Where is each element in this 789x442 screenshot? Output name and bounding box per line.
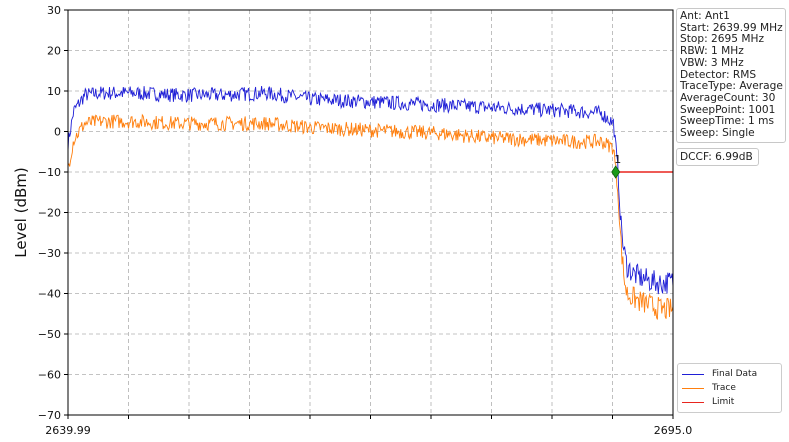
dccf-readout: DCCF: 6.99dB [676,148,759,166]
marker-diamond [611,165,621,179]
info-line-averagecount: AverageCount: 30 [680,91,776,104]
y-tick-label: 10 [47,85,61,98]
info-line-tracetype: TraceType: Average [680,80,783,93]
y-tick-label: −50 [38,328,61,341]
y-tick-label: 20 [47,45,61,58]
legend-label-final-data: Final Data [712,369,758,379]
series-layer [67,85,674,320]
grid [68,9,673,416]
info-line-sweeppoint: SweepPoint: 1001 [680,103,776,116]
info-line-sweeptime: SweepTime: 1 ms [680,115,774,128]
marker-label: 1 [614,153,621,166]
legend-item-final-data: Final Data [682,367,777,381]
x-axis: 2639.99 2695.0 [45,415,692,437]
y-tick-label: 0 [54,126,61,139]
series-line-final-data [67,85,674,295]
x-tick-label-end: 2695.0 [654,424,693,437]
info-line-vbw: VBW: 3 MHz [680,56,744,69]
y-tick-label: −30 [38,247,61,260]
info-line-rbw: RBW: 1 MHz [680,45,744,58]
x-tick-label-start: 2639.99 [45,424,91,437]
y-tick-label: −10 [38,166,61,179]
y-tick-label: −40 [38,288,61,301]
info-line-stop: Stop: 2695 MHz [680,33,765,46]
y-tick-label: 30 [47,4,61,17]
legend-label-limit: Limit [712,397,735,407]
info-line-sweep: Sweep: Single [680,127,755,140]
legend-label-trace: Trace [712,383,736,393]
info-line-detector: Detector: RMS [680,68,757,81]
info-line-ant: Ant: Ant1 [680,10,730,22]
series-line-trace [67,113,674,320]
y-axis-label: Level (dBm) [12,167,30,258]
legend-swatch-trace [682,387,704,389]
measurement-info-panel: Ant: Ant1 Start: 2639.99 MHz Stop: 2695 … [676,8,786,143]
y-tick-label: −70 [38,409,61,422]
legend-swatch-final-data [682,373,704,375]
marker-layer: 1 [611,153,621,179]
legend-item-limit: Limit [682,395,777,409]
info-line-start: Start: 2639.99 MHz [680,21,783,34]
legend-swatch-limit [682,401,704,403]
y-axis: 30 20 10 0 −10 −20 −30 −40 −50 −60 −70 [38,4,68,422]
y-tick-label: −60 [38,369,61,382]
legend: Final Data Trace Limit [677,363,782,413]
legend-item-trace: Trace [682,381,777,395]
y-tick-label: −20 [38,207,61,220]
